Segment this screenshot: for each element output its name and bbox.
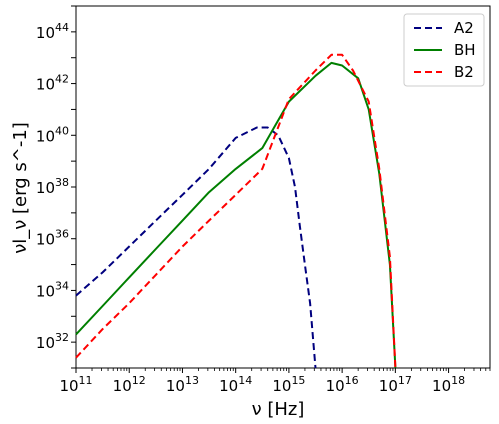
legend-label-a2: A2 [454,19,474,37]
legend: A2 BH B2 [403,13,485,87]
series-layer [75,53,397,369]
x-tick-label: 1017 [379,374,412,395]
y-axis-ticks: 1032 1034 1036 1038 1040 1042 1044 [36,5,76,369]
x-tick-label: 1012 [113,374,146,395]
y-tick-label: 1040 [36,124,69,145]
legend-label-bh: BH [454,41,476,59]
y-tick-label: 1042 [36,73,69,94]
y-tick-label: 1044 [36,21,69,42]
x-tick-label: 1013 [166,374,199,395]
y-axis-label: νl_ν [erg s^-1] [10,122,31,254]
y-tick-label: 1038 [36,176,69,197]
y-tick-label: 1032 [36,331,69,352]
x-axis-label: ν [Hz] [252,399,305,420]
x-tick-label: 1016 [326,374,359,395]
y-tick-label: 1036 [36,228,69,249]
legend-label-b2: B2 [454,63,474,81]
series-line-a2 [75,126,317,369]
x-axis-ticks: 1011 1012 1013 1014 1015 1016 1017 1018 [59,368,491,395]
x-tick-label: 1018 [432,374,465,395]
x-tick-label: 1011 [59,374,92,395]
series-line-b2 [75,53,397,369]
y-tick-label: 1034 [36,279,69,300]
legend-box [403,13,485,87]
x-tick-label: 1015 [272,374,305,395]
series-line-bh [75,61,397,369]
x-tick-label: 1014 [219,374,252,395]
